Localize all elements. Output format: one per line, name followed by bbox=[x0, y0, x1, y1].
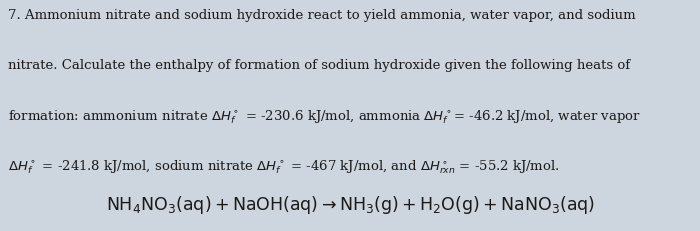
Text: nitrate. Calculate the enthalpy of formation of sodium hydroxide given the follo: nitrate. Calculate the enthalpy of forma… bbox=[8, 59, 631, 72]
Text: formation: ammonium nitrate $\Delta H^\circ_f$ = -230.6 kJ/mol, ammonia $\Delta : formation: ammonium nitrate $\Delta H^\c… bbox=[8, 109, 641, 126]
Text: $\mathrm{NH_4NO_3(aq) + NaOH(aq) \rightarrow NH_3(g) + H_2O(g) + NaNO_3(aq)}$: $\mathrm{NH_4NO_3(aq) + NaOH(aq) \righta… bbox=[106, 194, 594, 216]
Text: $\Delta H^\circ_f$ = -241.8 kJ/mol, sodium nitrate $\Delta H^\circ_f$ = -467 kJ/: $\Delta H^\circ_f$ = -241.8 kJ/mol, sodi… bbox=[8, 158, 560, 176]
Text: 7. Ammonium nitrate and sodium hydroxide react to yield ammonia, water vapor, an: 7. Ammonium nitrate and sodium hydroxide… bbox=[8, 9, 636, 22]
